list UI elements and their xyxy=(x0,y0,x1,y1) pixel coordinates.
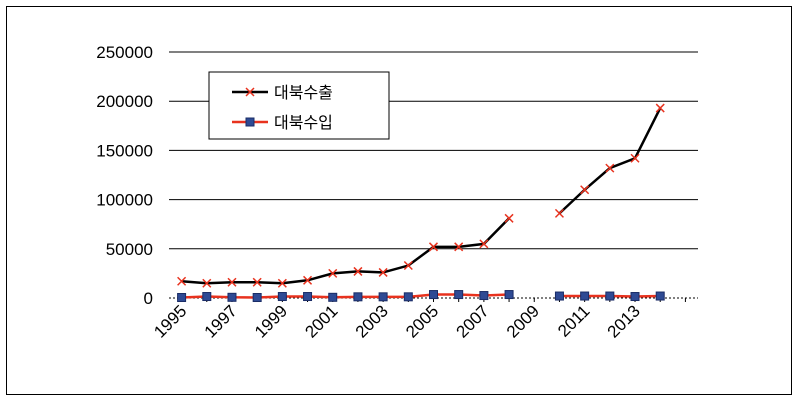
x-tick-label: 1999 xyxy=(251,301,291,341)
data-point-square-marker xyxy=(655,291,665,301)
x-tick-label: 2013 xyxy=(604,301,644,341)
data-point-x-marker xyxy=(177,276,187,286)
data-point-square-marker xyxy=(580,291,590,301)
y-tick-label: 250000 xyxy=(96,43,153,62)
legend-label: 대북수출 xyxy=(274,83,333,102)
data-point-square-marker xyxy=(504,290,514,300)
data-point-square-marker xyxy=(227,292,237,302)
data-point-x-marker xyxy=(454,242,464,252)
data-point-square-marker xyxy=(605,291,615,301)
data-point-x-marker xyxy=(504,213,514,223)
data-point-x-marker xyxy=(479,239,489,249)
y-tick-label: 200000 xyxy=(96,92,153,111)
legend-label: 대북수입 xyxy=(274,113,333,132)
data-point-square-marker xyxy=(202,292,212,302)
x-tick-label: 1995 xyxy=(150,301,190,341)
y-tick-label: 150000 xyxy=(96,141,153,160)
x-tick-label: 2003 xyxy=(352,301,392,341)
data-point-x-marker xyxy=(227,277,237,287)
data-point-square-marker xyxy=(177,293,187,303)
x-tick-label: 2005 xyxy=(402,301,442,341)
data-point-x-marker xyxy=(554,208,564,218)
data-point-square-marker xyxy=(479,291,489,301)
x-tick-label: 2009 xyxy=(503,301,543,341)
data-point-x-marker xyxy=(277,278,287,288)
data-point-x-marker xyxy=(202,278,212,288)
data-point-square-marker xyxy=(252,293,262,303)
y-tick-label: 0 xyxy=(144,289,153,308)
legend-square-marker xyxy=(245,117,255,127)
y-axis-tick-labels: 0 50000 100000 150000 200000 250000 xyxy=(96,43,153,308)
data-point-square-marker xyxy=(303,292,313,302)
series-line-1 xyxy=(558,107,662,215)
data-point-x-marker xyxy=(605,163,615,173)
y-tick-label: 50000 xyxy=(106,240,153,259)
series-line-1 xyxy=(181,217,510,285)
x-axis-tick-labels: 1995 1997 1999 2001 2003 2005 2007 2009 2011 2013 xyxy=(150,301,644,341)
data-point-square-marker xyxy=(429,290,438,300)
x-tick-label: 2011 xyxy=(554,301,593,340)
data-point-x-marker xyxy=(655,103,665,113)
x-tick-label: 2001 xyxy=(301,301,341,341)
data-point-x-marker xyxy=(428,242,439,252)
data-point-square-marker xyxy=(328,292,338,302)
data-point-x-marker xyxy=(303,275,313,285)
chart-frame xyxy=(6,6,792,395)
grid-lines xyxy=(169,51,698,250)
y-tick-label: 100000 xyxy=(96,191,153,210)
x-tick-label: 2007 xyxy=(453,301,493,341)
series-markers xyxy=(177,103,665,303)
data-point-x-marker xyxy=(580,185,590,195)
data-point-square-marker xyxy=(403,292,413,302)
data-point-x-marker xyxy=(328,268,338,278)
data-point-x-marker xyxy=(403,260,413,271)
data-point-x-marker xyxy=(378,267,388,277)
data-point-square-marker xyxy=(454,290,464,300)
data-point-x-marker xyxy=(252,277,262,287)
data-point-square-marker xyxy=(378,292,388,302)
data-point-square-marker xyxy=(554,291,564,301)
legend-item-1: 대북수출 xyxy=(232,83,333,102)
data-point-square-marker xyxy=(277,292,287,302)
data-point-square-marker xyxy=(353,292,363,302)
legend-item-2: 대북수입 xyxy=(232,113,333,132)
data-point-x-marker xyxy=(630,153,640,163)
legend-box xyxy=(208,71,390,140)
data-point-x-marker xyxy=(353,266,363,276)
data-point-square-marker xyxy=(630,292,640,302)
x-tick-label: 1997 xyxy=(201,301,241,341)
